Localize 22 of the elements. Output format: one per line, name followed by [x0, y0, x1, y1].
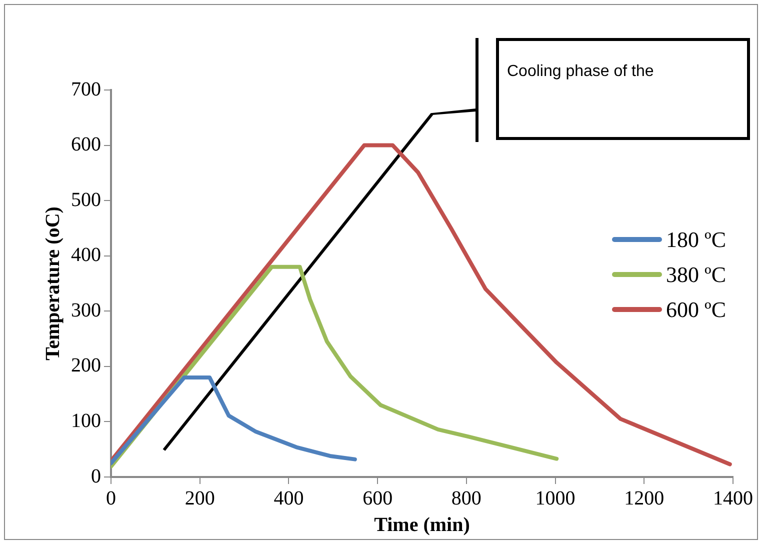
- x-tick-label: 1400: [713, 487, 753, 510]
- y-tick-label: 700: [71, 78, 101, 100]
- y-tick-label: 500: [71, 188, 101, 211]
- x-tick-label: 1200: [624, 487, 664, 510]
- y-tick-label: 0: [91, 465, 101, 488]
- legend-label: 600 ºC: [666, 296, 726, 322]
- legend-label: 180 ºC: [666, 226, 726, 252]
- text: Cooling phase of the: [507, 63, 654, 81]
- x-tick-label: 200: [184, 487, 215, 510]
- y-tick-label: 300: [71, 299, 101, 322]
- x-axis-title: Time (min): [374, 514, 470, 536]
- legend-label: 380 ºC: [666, 262, 726, 288]
- y-tick-label: 100: [71, 410, 101, 432]
- y-tick-label: 400: [71, 244, 101, 266]
- x-tick-label: 0: [106, 487, 116, 510]
- y-axis-title: Temperature (oC): [42, 206, 64, 360]
- x-tick-label: 400: [274, 487, 304, 510]
- y-tick-label: 600: [71, 134, 101, 156]
- x-tick-label: 800: [451, 487, 482, 510]
- x-tick-label: 1000: [535, 487, 576, 510]
- x-tick-label: 600: [362, 487, 393, 510]
- y-tick-label: 200: [71, 354, 101, 377]
